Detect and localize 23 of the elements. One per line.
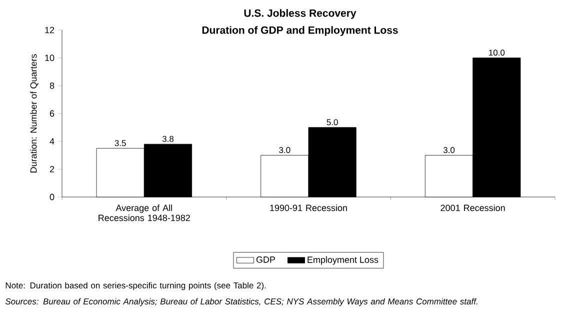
x-tick-label: Average of All Recessions 1948-1982 (98, 204, 190, 222)
data-label: 5.0 (326, 119, 338, 126)
y-tick-label: 4 (50, 138, 54, 144)
y-axis-title: Duration: Number of Quarters (30, 54, 38, 172)
y-tick-label: 6 (50, 110, 54, 117)
data-label: 3.0 (443, 147, 455, 154)
data-label: 10.0 (489, 50, 505, 56)
y-tick-label: 8 (50, 82, 54, 89)
y-tick-label: 12 (45, 26, 54, 34)
data-label: 3.8 (162, 136, 174, 142)
y-tick-label: 10 (45, 54, 54, 62)
x-tick-label: 1990-91 Recession (270, 204, 347, 212)
chart-title: U.S. Jobless Recovery (244, 9, 356, 19)
y-tick-label: 0 (50, 194, 54, 200)
source-note: Sources: Bureau of Economic Analysis; Bureau of Labor Statistics, CES; NYS Assembly Ways and Means Committee staff. (5, 298, 478, 306)
text: Note: Duration based on series-specific turning points (see Table 2). (6, 282, 266, 290)
data-label: 3.0 (279, 147, 290, 154)
legend-label: GDP (256, 256, 276, 263)
y-tick-label: 2 (50, 166, 54, 172)
x-tick-label: 2001 Recession (440, 204, 505, 212)
legend-label: Employment Loss (308, 256, 378, 265)
data-label: 3.5 (114, 140, 126, 146)
chart-subtitle: Duration of GDP and Employment Loss (202, 26, 398, 36)
